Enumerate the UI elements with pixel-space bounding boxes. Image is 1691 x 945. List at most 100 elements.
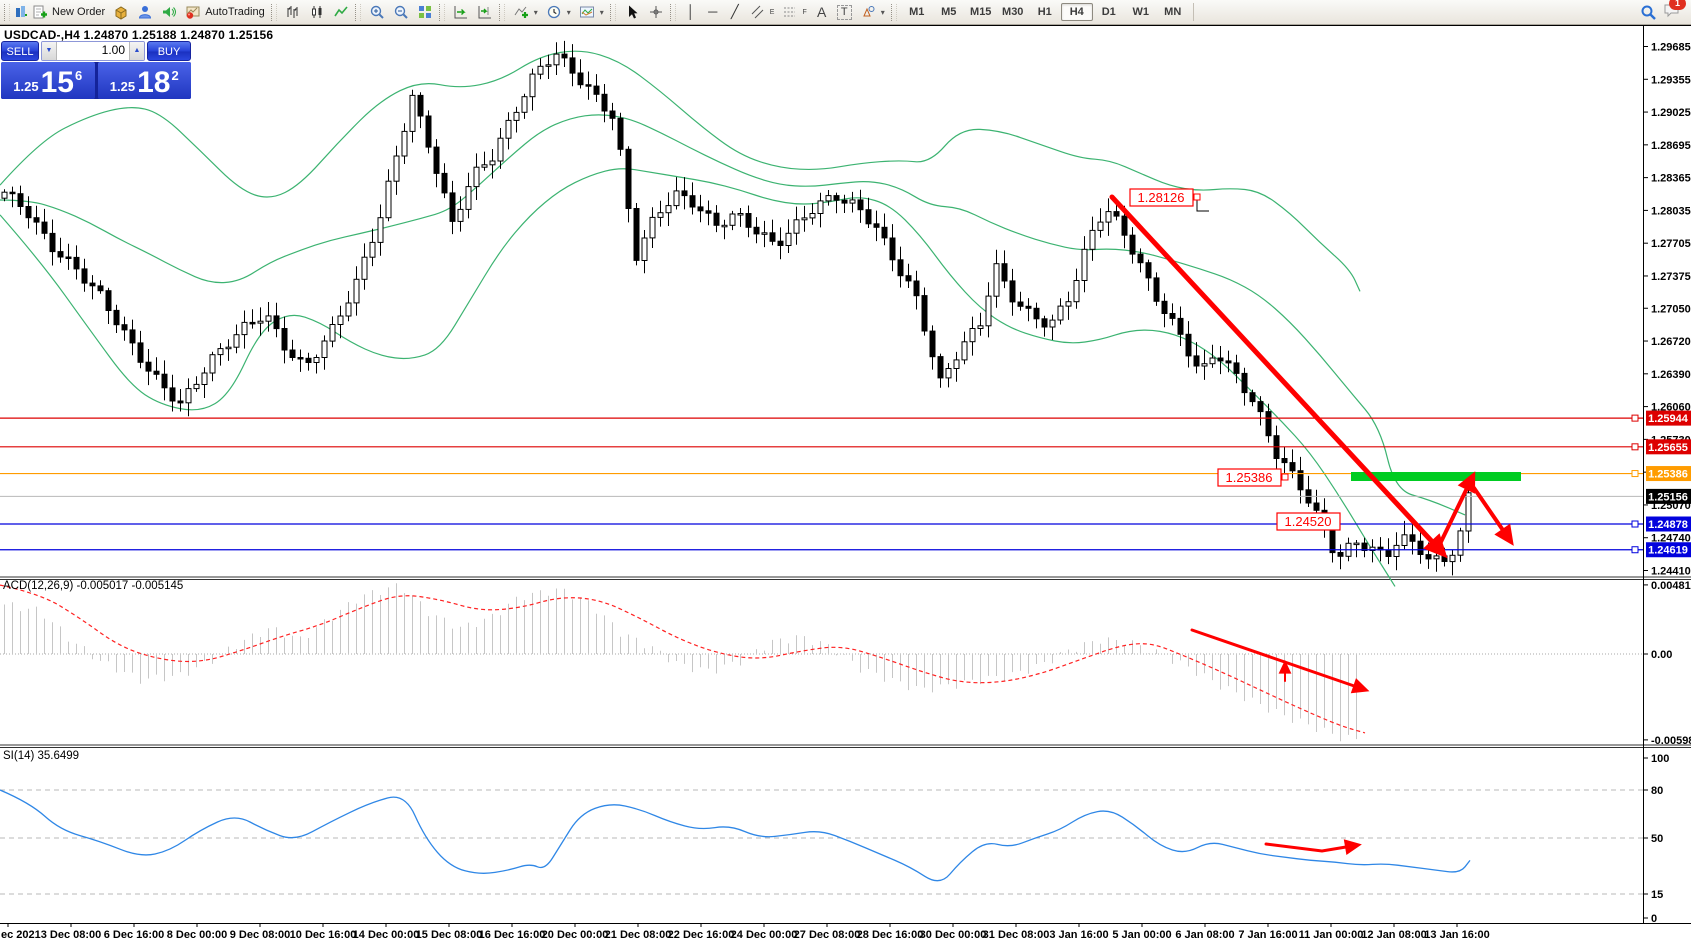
time-tick-label: 8 Dec 00:00 <box>167 929 228 941</box>
periods-button[interactable]: ▾ <box>542 1 575 24</box>
dropdown-caret[interactable]: ▾ <box>880 7 885 17</box>
notification-badge[interactable]: 1 <box>1669 0 1686 10</box>
cursor-icon <box>624 4 640 20</box>
text-tool-button[interactable]: A <box>811 1 833 24</box>
shapes-tool-button[interactable]: ▾ <box>856 1 889 24</box>
vertical-line-icon: │ <box>686 4 695 19</box>
svg-text:0.004815: 0.004815 <box>1651 580 1691 592</box>
zoom-out-button[interactable] <box>389 1 413 24</box>
templates-button[interactable]: ▾ <box>575 1 608 24</box>
price-tick-label: 1.24740 <box>1651 533 1691 545</box>
time-tick-label: 11 Jan 00:00 <box>1299 929 1364 941</box>
chart-shift-button[interactable] <box>473 1 497 24</box>
dropdown-caret[interactable]: ▾ <box>533 7 538 17</box>
market-watch-button[interactable] <box>109 1 133 24</box>
svg-text:1.24619: 1.24619 <box>1648 545 1688 557</box>
price-tick-label: 1.26720 <box>1651 336 1691 348</box>
time-tick-label: 7 Jan 16:00 <box>1238 929 1297 941</box>
time-tick-label: 14 Dec 00:00 <box>353 929 420 941</box>
volume-stepper[interactable]: ▼ 1.00 ▲ <box>41 41 145 61</box>
crosshair-tool-button[interactable] <box>644 1 668 24</box>
svg-text:80: 80 <box>1651 785 1663 797</box>
indicators-button[interactable]: ▾ <box>509 1 542 24</box>
candlestick-mode-button[interactable] <box>305 1 329 24</box>
toolbar-grip[interactable] <box>609 3 616 21</box>
timeframe-m1[interactable]: M1 <box>909 6 925 18</box>
search-icon[interactable] <box>1639 4 1656 20</box>
price-tick-label: 1.28695 <box>1651 140 1691 152</box>
fibonacci-tool-button[interactable]: F <box>778 1 810 24</box>
buy-button[interactable]: BUY <box>147 41 191 61</box>
chat-button[interactable]: 1 <box>1663 0 1686 23</box>
time-tick-label: 3 Jan 16:00 <box>1049 929 1108 941</box>
zoom-in-button[interactable] <box>365 1 389 24</box>
bollinger-bands <box>0 50 1466 587</box>
autotrading-button[interactable]: AutoTrading <box>181 1 269 24</box>
volume-decrease-icon[interactable]: ▼ <box>42 42 57 60</box>
toolbar-grip[interactable] <box>498 3 505 21</box>
timeframe-h4[interactable]: H4 <box>1060 3 1093 21</box>
toolbar-grip[interactable] <box>438 3 445 21</box>
timeframe-h1[interactable]: H1 <box>1037 6 1052 18</box>
toolbar-grip[interactable] <box>354 3 361 21</box>
toolbar-grip[interactable] <box>669 3 676 21</box>
volume-field[interactable]: 1.00 <box>101 43 125 57</box>
price-line-label <box>1646 516 1691 532</box>
vertical-line-tool-button[interactable]: │ <box>680 1 702 24</box>
horizontal-line-tool-button[interactable]: ─ <box>702 1 724 24</box>
tile-windows-button[interactable] <box>413 1 437 24</box>
new-chart-button[interactable] <box>14 1 28 24</box>
main-toolbar: New Order AutoTrading <box>0 0 1691 25</box>
macd-indicator-label: ACD(12,26,9) -0.005017 -0.005145 <box>3 580 184 592</box>
text-label-icon: T <box>836 4 852 20</box>
annotations[interactable]: 1.28126 1.25386 1.24520 <box>1109 188 1521 559</box>
line-chart-mode-button[interactable] <box>329 1 353 24</box>
bar-chart-icon <box>285 4 301 20</box>
cursor-tool-button[interactable] <box>620 1 644 24</box>
time-tick-label: ec 2021 <box>1 929 41 941</box>
time-tick-label: 15 Dec 08:00 <box>416 929 483 941</box>
svg-text:1.25386: 1.25386 <box>1226 470 1273 485</box>
timeframe-m15[interactable]: M15 <box>970 6 992 18</box>
horizontal-lines[interactable]: 1.25944 1.25655 1.25386 1.24878 1.24619 1.251… <box>0 410 1691 558</box>
time-tick-label: 3 Dec 08:00 <box>41 929 102 941</box>
buy-price-prefix: 1.25 <box>109 79 136 94</box>
one-click-trading-panel: SELL ▼ 1.00 ▲ BUY 1.25 15 6 1.25 18 2 <box>1 41 191 99</box>
annotation-label-box[interactable] <box>1217 468 1282 487</box>
timeframe-m30[interactable]: M30 <box>1002 6 1024 18</box>
annotation-label-box[interactable] <box>1276 512 1341 531</box>
text-label-tool-button[interactable]: T <box>833 1 856 24</box>
dropdown-caret[interactable]: ▾ <box>599 7 604 17</box>
price-line-label <box>1646 439 1691 455</box>
sell-price-display[interactable]: 1.25 15 6 <box>1 62 95 99</box>
svg-text:50: 50 <box>1651 833 1663 845</box>
time-tick-label: 9 Dec 08:00 <box>230 929 291 941</box>
bar-chart-mode-button[interactable] <box>281 1 305 24</box>
sell-button[interactable]: SELL <box>1 41 39 61</box>
channel-tool-button[interactable]: E <box>746 1 779 24</box>
periods-icon <box>546 4 562 20</box>
timeframe-w1[interactable]: W1 <box>1132 6 1149 18</box>
terminal-button[interactable] <box>157 1 181 24</box>
rsi-indicator-label: SI(14) 35.6499 <box>3 750 80 762</box>
annotation-label-box[interactable] <box>1129 188 1194 207</box>
timeframe-mn[interactable]: MN <box>1164 6 1182 18</box>
navigator-button[interactable] <box>133 1 157 24</box>
trendline-tool-button[interactable]: ╱ <box>724 1 746 24</box>
support-bar[interactable] <box>1351 472 1521 481</box>
auto-scroll-button[interactable] <box>449 1 473 24</box>
toolbar-grip[interactable] <box>270 3 277 21</box>
timeframe-m5[interactable]: M5 <box>941 6 957 18</box>
new-order-button[interactable]: New Order <box>28 1 109 24</box>
buy-price-display[interactable]: 1.25 18 2 <box>97 62 191 99</box>
toolbar-grip[interactable] <box>4 3 10 21</box>
timeframe-d1[interactable]: D1 <box>1101 6 1116 18</box>
buy-price-frac: 2 <box>171 68 179 83</box>
toolbar-grip[interactable] <box>890 3 897 21</box>
price-line-label <box>1646 410 1691 426</box>
dropdown-caret[interactable]: ▾ <box>566 7 571 17</box>
price-tick-label: 1.26390 <box>1651 369 1691 381</box>
svg-text:1.25156: 1.25156 <box>1648 491 1688 503</box>
volume-increase-icon[interactable]: ▲ <box>129 42 144 60</box>
